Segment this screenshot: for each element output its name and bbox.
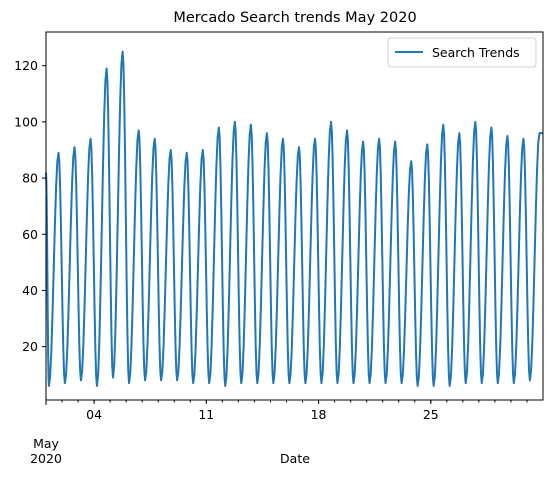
legend-label: Search Trends	[432, 45, 520, 60]
y-tick-label: 120	[14, 58, 38, 73]
plot-area	[45, 50, 544, 387]
x-axis-label: Date	[280, 451, 310, 466]
x-tick-label: 04	[86, 407, 102, 422]
y-tick-label: 80	[22, 171, 38, 186]
y-axis: 20 40 60 80 100 120	[14, 58, 46, 354]
x-month-label: May	[33, 436, 59, 451]
y-tick-label: 100	[14, 114, 38, 129]
y-tick-label: 20	[22, 339, 38, 354]
legend: Search Trends	[387, 37, 537, 68]
y-tick-label: 40	[22, 283, 38, 298]
x-tick-label: 18	[311, 407, 327, 422]
x-month-label: 2020	[30, 451, 62, 466]
plot-frame	[45, 31, 544, 401]
legend-box	[387, 37, 537, 68]
x-tick-label: 11	[198, 407, 214, 422]
chart-title: Mercado Search trends May 2020	[173, 10, 416, 26]
y-tick-label: 60	[22, 227, 38, 242]
series-line-search-trends	[45, 50, 544, 387]
x-tick-label: 25	[423, 407, 439, 422]
